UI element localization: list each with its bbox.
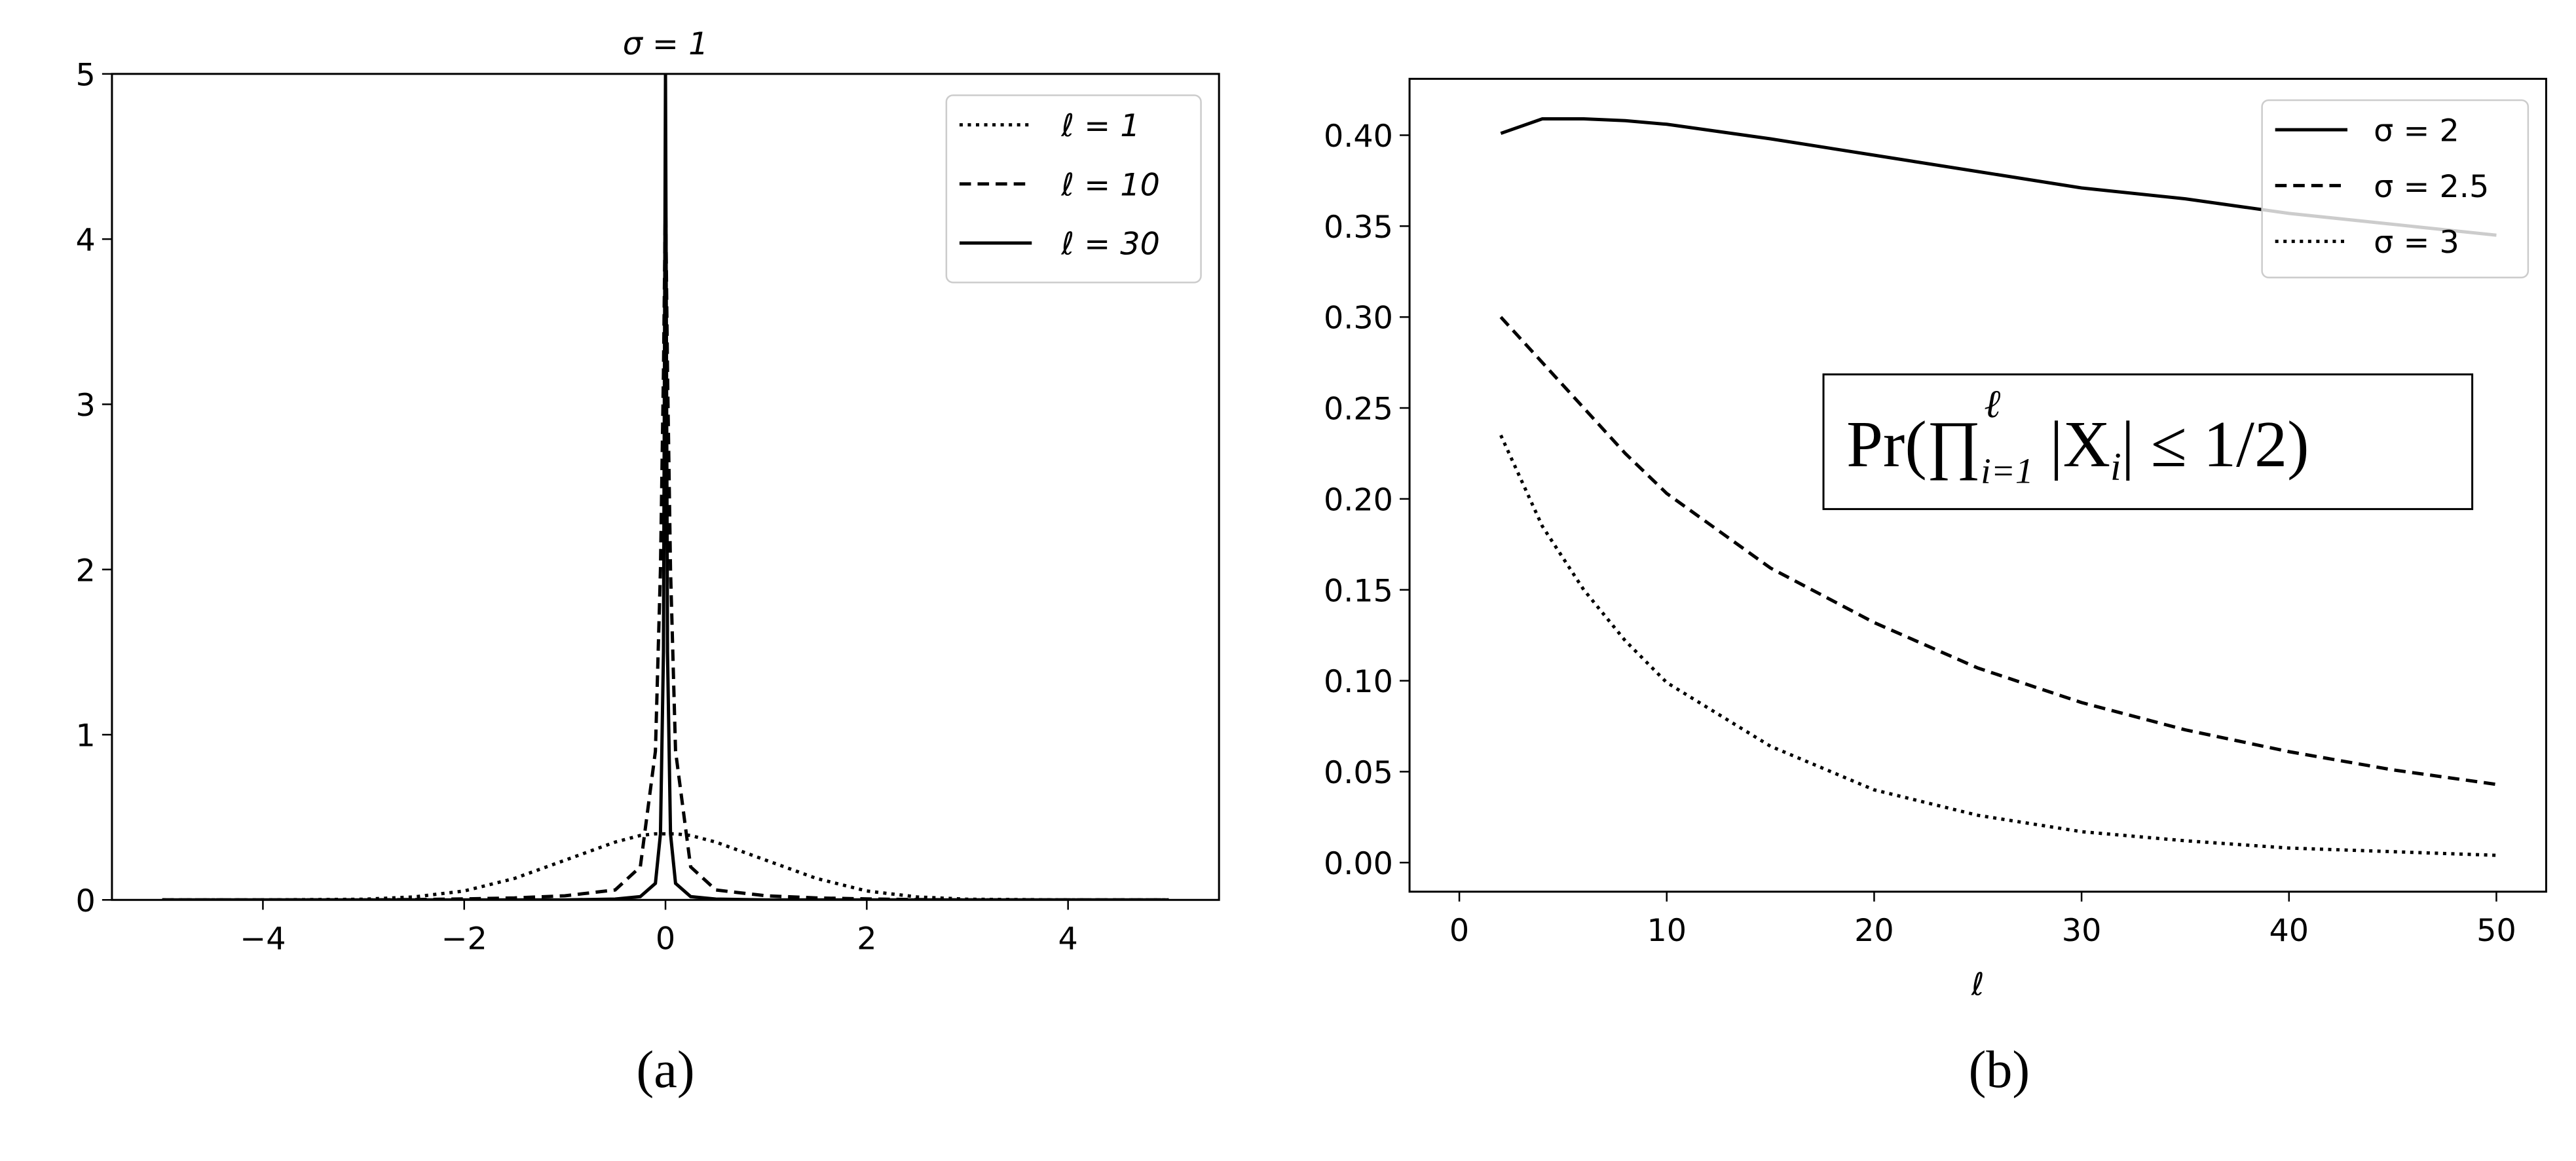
annotation-sub: i=1 <box>1981 451 2033 490</box>
x-tick-label: 30 <box>2062 913 2102 949</box>
caption: (b) <box>1969 1041 2030 1099</box>
y-tick-label: 3 <box>76 388 96 424</box>
x-axis-label: ℓ <box>1971 967 1985 1003</box>
legend-box <box>2261 99 2529 279</box>
y-tick-label: 0.25 <box>1324 392 1393 428</box>
x-tick-label: −4 <box>240 921 286 957</box>
x-tick-label: 0 <box>656 921 675 957</box>
chart-title: σ = 1 <box>623 26 709 62</box>
series-line <box>1499 434 2497 857</box>
annotation-box <box>1822 373 2474 510</box>
x-tick-label: 40 <box>2269 913 2309 949</box>
series-line <box>162 832 1169 900</box>
y-tick-label: 0.05 <box>1324 755 1393 791</box>
y-tick-label: 4 <box>76 223 96 259</box>
annotation-text: |X <box>2033 408 2110 481</box>
caption: (a) <box>637 1041 695 1099</box>
y-tick-label: 0.00 <box>1324 846 1393 882</box>
x-tick-label: 10 <box>1647 913 1687 949</box>
plot-frame <box>111 73 1220 901</box>
annotation-text: | ≤ 1/2) <box>2121 408 2309 481</box>
legend-label: ℓ = 1 <box>1060 108 1140 144</box>
x-tick-label: −2 <box>441 921 487 957</box>
y-tick-label: 0.10 <box>1324 664 1393 700</box>
annotation: Pr(∏i=1 |Xi| ≤ 1/2) <box>1846 408 2309 490</box>
legend-label: ℓ = 10 <box>1060 167 1159 203</box>
x-tick-label: 50 <box>2476 913 2516 949</box>
y-tick-label: 0.40 <box>1324 119 1393 155</box>
legend-label: σ = 2.5 <box>2374 169 2489 205</box>
legend-label: σ = 2 <box>2374 113 2459 149</box>
legend-box <box>945 94 1202 284</box>
annotation-sup: ℓ <box>1984 382 2000 426</box>
y-tick-label: 0.15 <box>1324 573 1393 609</box>
x-tick-label: 20 <box>1854 913 1894 949</box>
x-tick-label: 2 <box>857 921 876 957</box>
legend-label: ℓ = 30 <box>1060 227 1159 263</box>
legend-label: σ = 3 <box>2374 225 2459 261</box>
y-tick-label: 5 <box>76 57 96 93</box>
y-tick-label: 2 <box>76 553 96 589</box>
y-tick-label: 0.20 <box>1324 482 1393 518</box>
y-tick-label: 1 <box>76 718 96 754</box>
y-tick-label: 0 <box>76 883 96 919</box>
series-line <box>1499 316 2497 786</box>
x-tick-label: 4 <box>1058 921 1078 957</box>
y-tick-label: 0.35 <box>1324 210 1393 246</box>
annotation-text: Pr(∏ <box>1846 408 1981 481</box>
plot-frame <box>1408 77 2547 893</box>
annotation-sub: i <box>2110 445 2121 488</box>
y-tick-label: 0.30 <box>1324 301 1393 337</box>
x-tick-label: 0 <box>1449 913 1469 949</box>
